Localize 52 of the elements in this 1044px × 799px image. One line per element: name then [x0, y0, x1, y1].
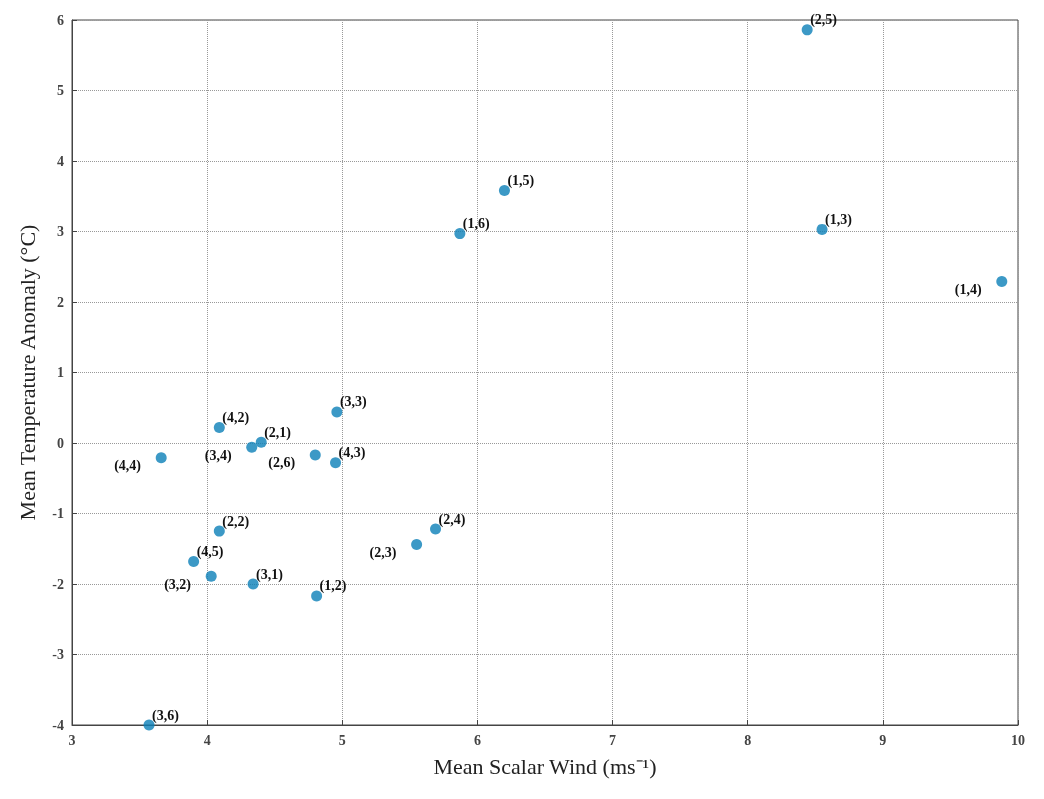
x-tick-label: 10	[1011, 732, 1025, 748]
annotation: (1,3)	[825, 211, 853, 228]
point	[996, 276, 1008, 288]
x-tick-label: 7	[609, 732, 617, 748]
annotation: (4,4)	[114, 458, 142, 475]
y-axis-title: Mean Temperature Anomaly (°C)	[14, 224, 40, 521]
y-tick-label: 5	[57, 83, 64, 98]
y-tick-label: -3	[52, 647, 64, 662]
annotation: (1,5)	[507, 173, 535, 190]
point	[255, 436, 267, 448]
point	[155, 452, 167, 464]
annotation: (2,5)	[810, 12, 838, 29]
x-tick-label: 9	[879, 732, 887, 748]
y-tick-label: 0	[57, 435, 64, 451]
x-tick-label: 3	[68, 732, 76, 748]
point	[213, 525, 225, 537]
annotation: (3,1)	[256, 566, 284, 583]
point	[213, 421, 225, 433]
annotation: (1,2)	[319, 578, 347, 595]
point	[309, 449, 321, 461]
annotation: (4,5)	[196, 543, 224, 560]
x-axis-title: Mean Scalar Wind (ms⁻¹)	[433, 753, 657, 779]
x-tick-label: 5	[338, 732, 346, 748]
annotation: (4,3)	[338, 445, 366, 462]
annotation: (3,4)	[204, 447, 232, 464]
annotation: (2,6)	[268, 455, 296, 472]
y-tick-label: -2	[52, 576, 64, 592]
y-tick-label: 1	[57, 365, 64, 380]
annotation: (2,1)	[264, 424, 292, 441]
y-tick-label: 4	[57, 153, 64, 169]
y-tick-label: -4	[52, 717, 64, 733]
annotation: (1,4)	[954, 282, 982, 299]
x-tick-label: 8	[744, 732, 752, 748]
x-tick-label: 6	[473, 732, 481, 748]
y-tick-label: 6	[57, 12, 64, 28]
point	[801, 24, 813, 36]
y-tick-label: 2	[57, 294, 64, 310]
annotation: (2,2)	[222, 513, 250, 530]
annotation: (3,3)	[339, 394, 368, 411]
annotation: (2,4)	[438, 511, 466, 528]
annotation: (3,2)	[164, 576, 192, 593]
point	[411, 539, 423, 551]
annotation: (1,6)	[462, 216, 491, 233]
annotation: (2,3)	[369, 545, 397, 562]
annotation: (4,2)	[222, 409, 250, 426]
point	[498, 185, 510, 197]
x-tick-label: 4	[203, 732, 211, 748]
point	[246, 441, 258, 453]
y-tick-label: -1	[52, 506, 64, 521]
annotation: (3,6)	[152, 707, 180, 724]
point	[205, 570, 217, 582]
y-tick-label: 3	[57, 224, 64, 239]
